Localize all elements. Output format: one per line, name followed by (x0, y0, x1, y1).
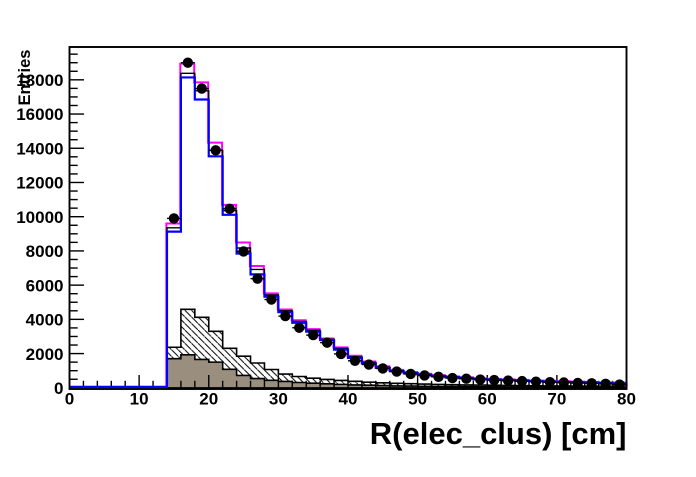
svg-text:4000: 4000 (26, 311, 64, 330)
svg-text:0: 0 (65, 389, 74, 408)
svg-text:12000: 12000 (16, 174, 63, 193)
svg-text:70: 70 (547, 389, 566, 408)
svg-text:18000: 18000 (16, 71, 63, 90)
svg-text:60: 60 (478, 389, 497, 408)
svg-text:20: 20 (199, 389, 218, 408)
svg-text:10: 10 (130, 389, 149, 408)
svg-text:6000: 6000 (26, 276, 64, 295)
svg-text:16000: 16000 (16, 105, 63, 124)
svg-text:30: 30 (269, 389, 288, 408)
svg-text:R(elec_clus) [cm]: R(elec_clus) [cm] (370, 416, 627, 451)
svg-text:10000: 10000 (16, 208, 63, 227)
svg-text:40: 40 (339, 389, 358, 408)
svg-text:2000: 2000 (26, 345, 64, 364)
svg-text:Entries: Entries (16, 50, 34, 106)
svg-text:8000: 8000 (26, 242, 64, 261)
svg-text:14000: 14000 (16, 140, 63, 159)
svg-text:80: 80 (617, 389, 636, 408)
svg-text:50: 50 (408, 389, 427, 408)
svg-text:0: 0 (54, 379, 63, 398)
